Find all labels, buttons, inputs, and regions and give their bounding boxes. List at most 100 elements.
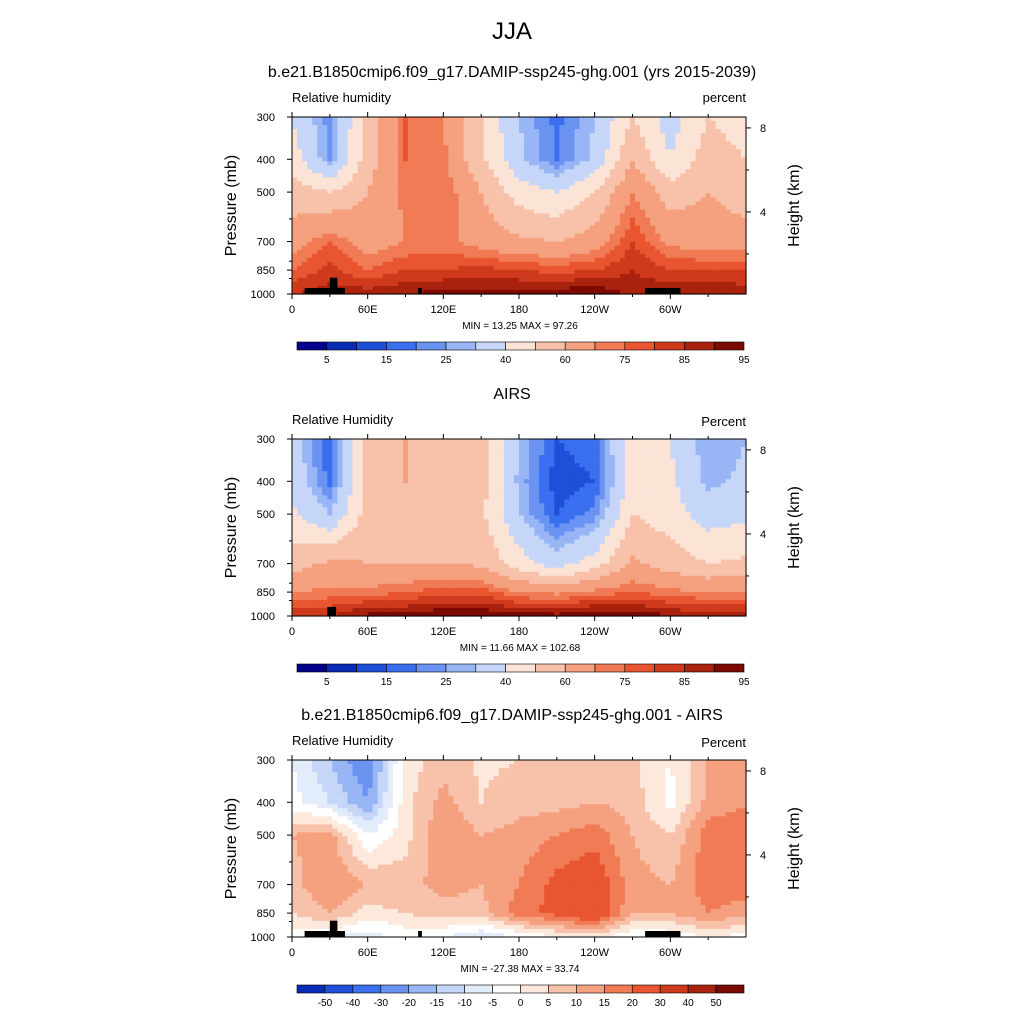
heatmap-cell <box>377 535 384 541</box>
heatmap-cell <box>473 285 480 291</box>
heatmap-cell <box>720 117 727 122</box>
heatmap-cell <box>342 523 349 529</box>
heatmap-cell <box>554 157 560 162</box>
heatmap-cell <box>629 149 636 154</box>
heatmap-cell <box>599 133 606 138</box>
heatmap-cell <box>519 285 525 291</box>
heatmap-cell <box>685 229 692 235</box>
heatmap-cell <box>317 177 323 182</box>
heatmap-cell <box>322 137 328 142</box>
heatmap-cell <box>352 611 359 617</box>
heatmap-cell <box>549 209 555 215</box>
heatmap-cell <box>730 281 737 287</box>
heatmap-cell <box>660 157 666 162</box>
heatmap-cell <box>408 201 414 207</box>
heatmap-cell <box>402 237 409 243</box>
heatmap-cell <box>453 157 460 162</box>
heatmap-cell <box>488 177 495 182</box>
heatmap-cell <box>614 205 621 211</box>
heatmap-cell <box>493 245 500 251</box>
heatmap-cell <box>740 197 747 203</box>
heatmap-cell <box>322 189 328 195</box>
heatmap-cell <box>690 177 697 182</box>
heatmap-cell <box>327 185 333 191</box>
heatmap-cell <box>483 229 490 235</box>
heatmap-cell <box>473 177 480 182</box>
panel-1-colorbar: 5 15 25 40 60 75 85 95 <box>296 341 750 366</box>
heatmap-cell <box>347 567 354 573</box>
heatmap-cell <box>700 225 707 231</box>
heatmap-cell <box>292 475 298 480</box>
heatmap-cell <box>700 237 707 243</box>
heatmap-cell <box>700 269 707 275</box>
heatmap-cell <box>357 535 364 541</box>
heatmap-cell <box>347 563 354 569</box>
heatmap-cell <box>453 141 460 146</box>
heatmap-cell <box>614 257 621 263</box>
heatmap-cell <box>584 289 591 295</box>
heatmap-cell <box>307 575 313 581</box>
heatmap-cell <box>629 289 636 295</box>
heatmap-cell <box>327 471 333 476</box>
heatmap-cell <box>322 237 328 243</box>
heatmap-cell <box>302 149 308 154</box>
heatmap-cell <box>498 121 505 126</box>
heatmap-cell <box>332 539 338 545</box>
heatmap-cell <box>544 253 550 259</box>
heatmap-cell <box>524 145 530 150</box>
heatmap-cell <box>569 245 576 251</box>
heatmap-cell <box>539 149 545 154</box>
heatmap-cell <box>700 209 707 215</box>
heatmap-cell <box>609 141 616 146</box>
colorbar-label: 60 <box>560 355 572 366</box>
heatmap-cell <box>645 221 651 227</box>
heatmap-cell <box>554 225 560 231</box>
heatmap-cell <box>735 153 742 158</box>
heatmap-cell <box>342 487 349 492</box>
heatmap-cell <box>342 165 349 170</box>
heatmap-cell <box>302 193 308 199</box>
heatmap-cell <box>584 129 591 134</box>
heatmap-cell <box>433 133 439 138</box>
heatmap-cell <box>292 229 298 235</box>
heatmap-cell <box>740 253 747 259</box>
heatmap-cell <box>352 511 359 517</box>
heatmap-cell <box>347 185 354 191</box>
heatmap-cell <box>740 249 747 255</box>
heatmap-cell <box>402 129 409 134</box>
heatmap-cell <box>443 269 449 275</box>
heatmap-cell <box>665 209 671 215</box>
heatmap-cell <box>317 567 323 573</box>
heatmap-cell <box>372 515 379 521</box>
heatmap-cell <box>332 571 338 577</box>
heatmap-cell <box>700 277 707 283</box>
heatmap-cell <box>362 611 369 617</box>
heatmap-cell <box>503 161 510 166</box>
heatmap-cell <box>650 197 656 203</box>
heatmap-cell <box>473 273 480 279</box>
heatmap-cell <box>675 245 682 251</box>
heatmap-cell <box>690 265 697 271</box>
heatmap-cell <box>327 495 333 500</box>
heatmap-cell <box>740 233 747 239</box>
heatmap-cell <box>382 463 389 468</box>
heatmap-cell <box>524 117 530 122</box>
heatmap-cell <box>438 133 444 138</box>
heatmap-cell <box>322 563 328 569</box>
heatmap-cell <box>559 157 565 162</box>
heatmap-cell <box>327 197 333 203</box>
heatmap-cell <box>695 121 702 126</box>
heatmap-cell <box>312 547 318 553</box>
heatmap-cell <box>352 543 359 549</box>
heatmap-cell <box>312 165 318 170</box>
heatmap-cell <box>352 591 359 597</box>
heatmap-cell <box>665 153 671 158</box>
heatmap-cell <box>317 447 323 452</box>
heatmap-cell <box>382 599 389 605</box>
heatmap-cell <box>347 439 354 444</box>
heatmap-cell <box>347 539 354 545</box>
heatmap-cell <box>292 559 298 565</box>
heatmap-cell <box>292 245 298 251</box>
heatmap-cell <box>680 249 687 255</box>
heatmap-cell <box>554 125 560 130</box>
